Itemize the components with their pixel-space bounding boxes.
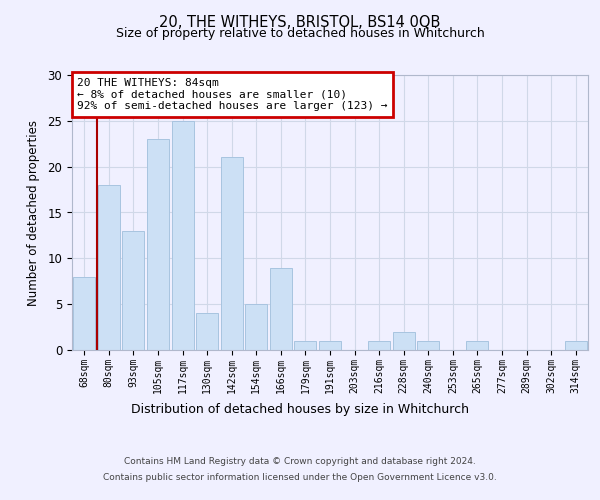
Text: Size of property relative to detached houses in Whitchurch: Size of property relative to detached ho…: [116, 28, 484, 40]
Bar: [98, 185, 120, 350]
Text: Distribution of detached houses by size in Whitchurch: Distribution of detached houses by size …: [131, 402, 469, 415]
Bar: [221, 158, 243, 350]
Bar: [466, 341, 488, 350]
Bar: [319, 341, 341, 350]
Text: 20 THE WITHEYS: 84sqm
← 8% of detached houses are smaller (10)
92% of semi-detac: 20 THE WITHEYS: 84sqm ← 8% of detached h…: [77, 78, 388, 111]
Bar: [245, 304, 268, 350]
Text: Contains HM Land Registry data © Crown copyright and database right 2024.: Contains HM Land Registry data © Crown c…: [124, 458, 476, 466]
Bar: [392, 332, 415, 350]
Bar: [73, 276, 95, 350]
Bar: [368, 341, 390, 350]
Bar: [295, 341, 316, 350]
Text: 20, THE WITHEYS, BRISTOL, BS14 0QB: 20, THE WITHEYS, BRISTOL, BS14 0QB: [160, 15, 440, 30]
Text: Contains public sector information licensed under the Open Government Licence v3: Contains public sector information licen…: [103, 472, 497, 482]
Bar: [147, 139, 169, 350]
Bar: [172, 121, 194, 350]
Bar: [122, 231, 145, 350]
Bar: [565, 341, 587, 350]
Bar: [270, 268, 292, 350]
Bar: [196, 314, 218, 350]
Bar: [417, 341, 439, 350]
Y-axis label: Number of detached properties: Number of detached properties: [28, 120, 40, 306]
